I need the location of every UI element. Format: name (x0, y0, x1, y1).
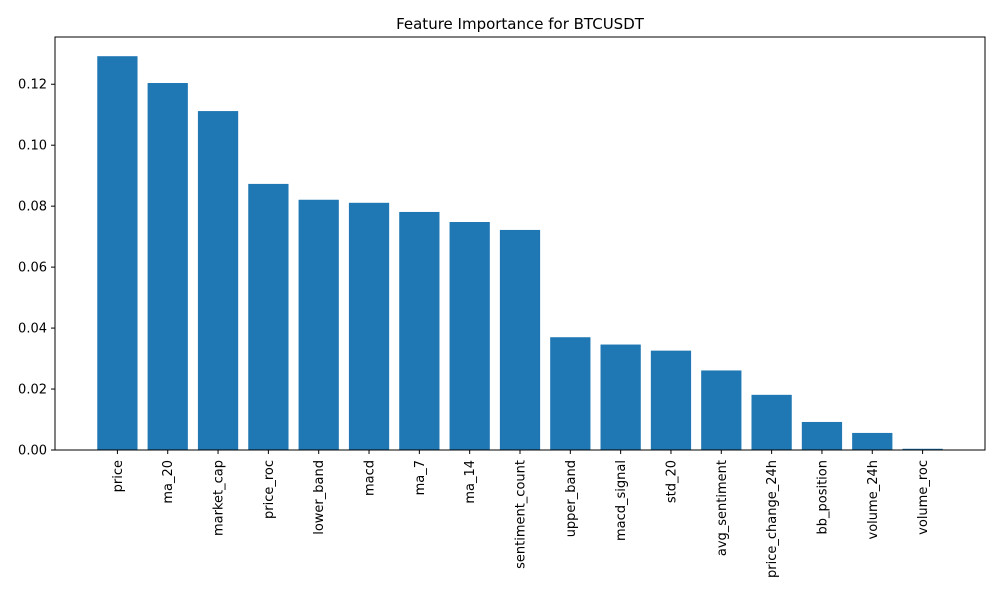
x-tick-label: ma_14 (463, 460, 478, 504)
x-tick-label: macd (363, 460, 378, 496)
y-tick-label: 0.10 (18, 139, 47, 154)
x-tick-label: ma_20 (161, 460, 176, 504)
bar-std-20 (650, 350, 692, 450)
x-tick-label: lower_band (312, 460, 327, 535)
x-tick-label: volume_24h (866, 460, 881, 539)
bar-macd (348, 202, 390, 450)
plot-frame (54, 36, 986, 451)
bar-price-change-24h (751, 394, 792, 450)
chart-title: Feature Importance for BTCUSDT (396, 15, 645, 33)
bar-ma-14 (449, 222, 490, 450)
bar-ma-7 (399, 211, 440, 450)
x-tick-label: bb_position (815, 460, 830, 535)
x-tick-label: market_cap (212, 460, 227, 536)
x-tick-label: std_20 (664, 460, 679, 503)
y-tick-label: 0.06 (18, 261, 47, 276)
x-tick-label: volume_roc (916, 460, 931, 535)
y-tick-label: 0.08 (18, 200, 47, 215)
bar-market-cap (197, 111, 239, 450)
bar-volume-roc (902, 448, 943, 450)
bar-ma-20 (147, 83, 188, 451)
bar-price (97, 56, 138, 450)
x-tick-label: price (111, 460, 126, 492)
bar-price-roc (248, 183, 289, 450)
y-tick-label: 0.04 (18, 322, 47, 337)
bar-avg-sentiment (701, 370, 742, 450)
bar-volume-24h (852, 432, 893, 450)
bars-group (97, 56, 943, 451)
x-tick-label: ma_7 (413, 460, 428, 495)
x-tick-label: price_change_24h (765, 460, 780, 578)
bar-bb-position (801, 421, 843, 450)
x-tick-label: upper_band (564, 460, 579, 537)
x-tick-label: avg_sentiment (715, 460, 730, 556)
bar-lower-band (298, 199, 339, 450)
x-axis: price ma_20 market_cap price_roc lower_band m… (111, 450, 931, 578)
x-tick-label: price_roc (262, 460, 277, 519)
y-tick-label: 0.12 (18, 78, 47, 93)
y-axis: 0.00 0.02 0.04 0.06 0.08 0.10 0.12 (18, 78, 55, 459)
x-tick-label: sentiment_count (514, 460, 529, 569)
x-tick-label: macd_signal (614, 460, 629, 541)
bar-upper-band (550, 337, 591, 450)
y-tick-label: 0.02 (18, 383, 47, 398)
y-tick-label: 0.00 (18, 444, 47, 459)
bar-macd-signal (600, 344, 641, 450)
bar-sentiment-count (499, 229, 541, 450)
